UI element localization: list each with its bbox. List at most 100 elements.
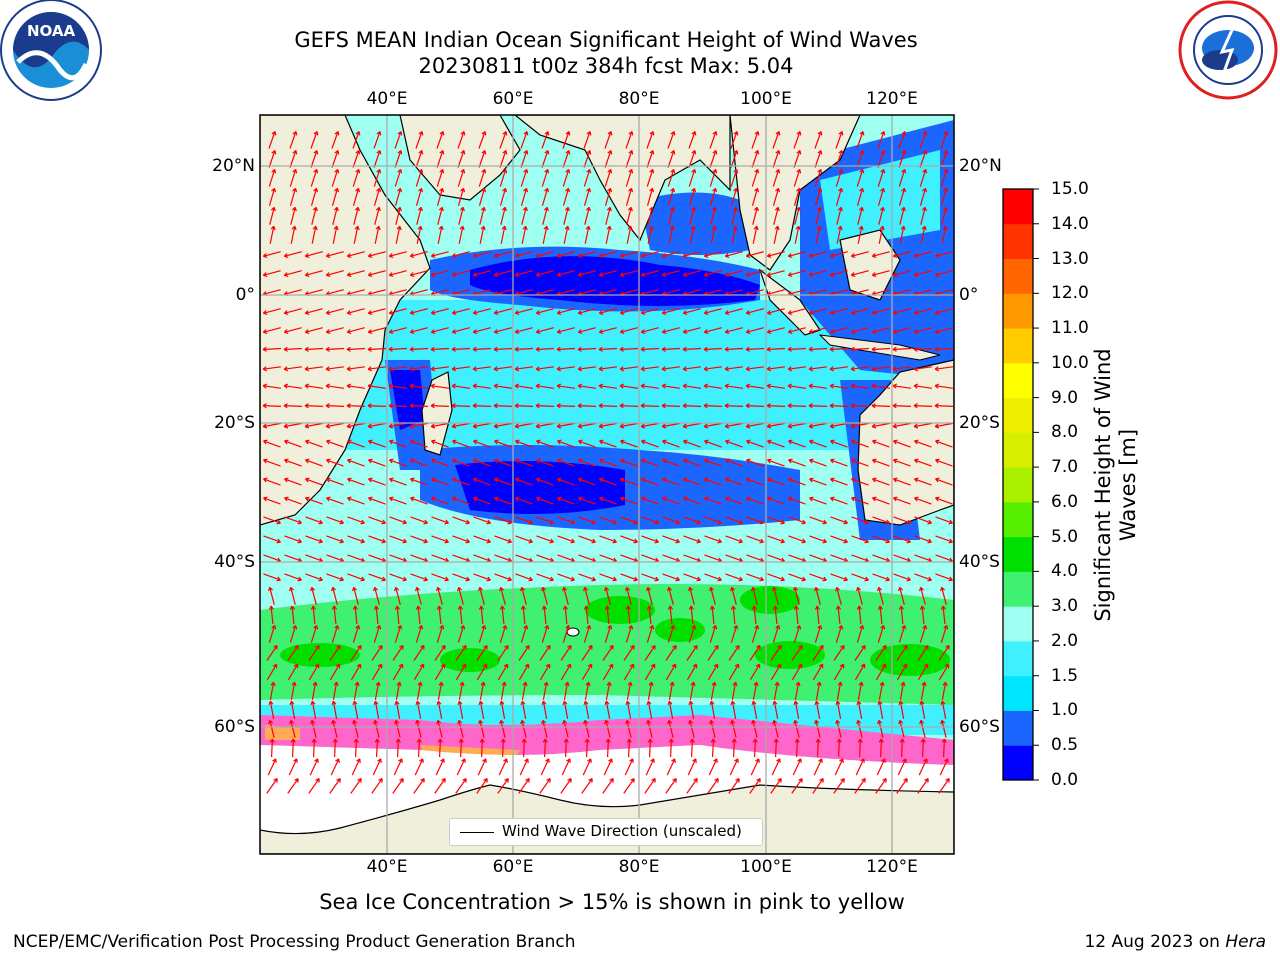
wave-direction-arrow <box>935 458 953 467</box>
wave-direction-arrow <box>830 516 848 525</box>
wave-direction-arrow <box>829 403 849 409</box>
wave-direction-arrow <box>724 403 744 409</box>
wave-direction-arrow <box>766 251 785 258</box>
wave-direction-arrow <box>287 644 299 661</box>
wave-direction-arrow <box>814 700 821 720</box>
wave-direction-arrow <box>830 439 848 448</box>
wave-direction-arrow <box>599 439 617 448</box>
wave-direction-arrow <box>346 383 365 389</box>
wave-direction-arrow <box>479 225 486 244</box>
wave-direction-arrow <box>598 366 617 372</box>
wave-direction-arrow <box>473 535 491 544</box>
wave-direction-arrow <box>620 535 638 544</box>
wave-direction-arrow <box>578 496 596 505</box>
wave-direction-arrow <box>794 225 801 244</box>
wind-wave-direction-arrows <box>262 131 954 794</box>
wave-direction-arrow <box>872 496 890 505</box>
wave-direction-arrow <box>710 738 716 758</box>
wave-direction-arrow <box>389 516 407 525</box>
wave-direction-arrow <box>767 496 785 505</box>
wave-direction-arrow <box>749 644 761 661</box>
wave-direction-arrow <box>409 327 428 334</box>
wave-direction-arrow <box>851 458 869 467</box>
wave-direction-arrow <box>331 131 340 149</box>
wave-direction-arrow <box>473 496 491 505</box>
wave-direction-arrow <box>478 131 487 149</box>
wave-direction-arrow <box>773 225 780 244</box>
wave-direction-arrow <box>893 535 911 544</box>
wave-direction-arrow <box>290 738 296 758</box>
lat-tick-left: 60°S <box>214 717 255 737</box>
wave-direction-arrow <box>913 366 932 372</box>
wave-direction-arrow <box>331 605 337 625</box>
wave-direction-arrow <box>500 206 507 225</box>
wave-direction-arrow <box>268 150 277 168</box>
wave-direction-arrow <box>374 206 381 225</box>
wave-direction-arrow <box>262 346 282 352</box>
wave-direction-arrow <box>856 605 862 625</box>
wave-direction-arrow <box>662 535 680 544</box>
colorbar-tick-label: 2.0 <box>1051 630 1079 651</box>
wave-direction-arrow <box>814 586 821 605</box>
wave-direction-arrow <box>514 383 533 389</box>
wave-direction-arrow <box>899 225 906 244</box>
wave-direction-arrow <box>598 383 617 389</box>
wave-direction-arrow <box>599 496 617 505</box>
wave-direction-arrow <box>352 624 361 643</box>
wave-direction-arrow <box>892 346 912 352</box>
wave-direction-arrow <box>703 422 723 429</box>
wave-direction-arrow <box>689 225 696 244</box>
wave-direction-arrow <box>389 573 407 582</box>
wave-direction-arrow <box>751 131 760 149</box>
wave-direction-arrow <box>263 458 281 467</box>
wave-direction-arrow <box>644 644 656 661</box>
wave-direction-arrow <box>772 131 781 149</box>
wave-direction-arrow <box>830 496 848 505</box>
wave-direction-arrow <box>682 327 701 334</box>
wave-direction-arrow <box>773 206 780 225</box>
wave-direction-arrow <box>751 150 760 168</box>
wave-direction-arrow <box>268 719 275 738</box>
wave-direction-arrow <box>289 150 298 168</box>
wave-direction-arrow <box>494 477 512 486</box>
wave-direction-arrow <box>745 366 764 372</box>
wave-direction-arrow <box>352 700 359 720</box>
wave-direction-arrow <box>541 586 548 605</box>
wave-direction-arrow <box>833 644 845 661</box>
wave-direction-arrow <box>289 624 298 643</box>
wave-direction-arrow <box>451 383 470 389</box>
wave-direction-arrow <box>410 458 428 467</box>
wave-direction-arrow <box>268 168 277 187</box>
wave-direction-arrow <box>431 573 449 582</box>
colorbar-tick-label: 10.0 <box>1051 352 1089 373</box>
colorbar-cell <box>1003 571 1033 607</box>
lon-tick-top: 60°E <box>492 89 534 109</box>
wave-direction-arrow <box>515 535 533 544</box>
wave-direction-arrow <box>518 778 530 794</box>
wave-direction-arrow <box>829 327 848 334</box>
wave-direction-arrow <box>283 270 302 277</box>
wave-direction-arrow <box>430 327 449 334</box>
wave-direction-arrow <box>787 346 807 352</box>
wave-direction-arrow <box>498 758 508 776</box>
wave-direction-arrow <box>409 251 428 258</box>
wave-direction-arrow <box>583 150 592 168</box>
lon-tick-top: 100°E <box>740 89 792 109</box>
wave-direction-arrow <box>683 535 701 544</box>
wave-direction-arrow <box>518 644 530 661</box>
wave-direction-arrow <box>724 251 743 258</box>
wave-direction-arrow <box>437 738 443 758</box>
wave-direction-arrow <box>641 458 659 467</box>
wave-direction-arrow <box>599 477 617 486</box>
wave-direction-arrow <box>851 496 869 505</box>
wave-direction-arrow <box>392 663 404 681</box>
wave-direction-arrow <box>809 535 827 544</box>
wave-direction-arrow <box>371 644 383 661</box>
wave-direction-arrow <box>892 366 911 372</box>
wave-direction-arrow <box>919 605 925 625</box>
wave-direction-arrow <box>688 131 697 149</box>
wave-direction-arrow <box>772 586 779 605</box>
wave-direction-arrow <box>788 573 806 582</box>
lat-tick-right: 60°S <box>959 717 1000 737</box>
